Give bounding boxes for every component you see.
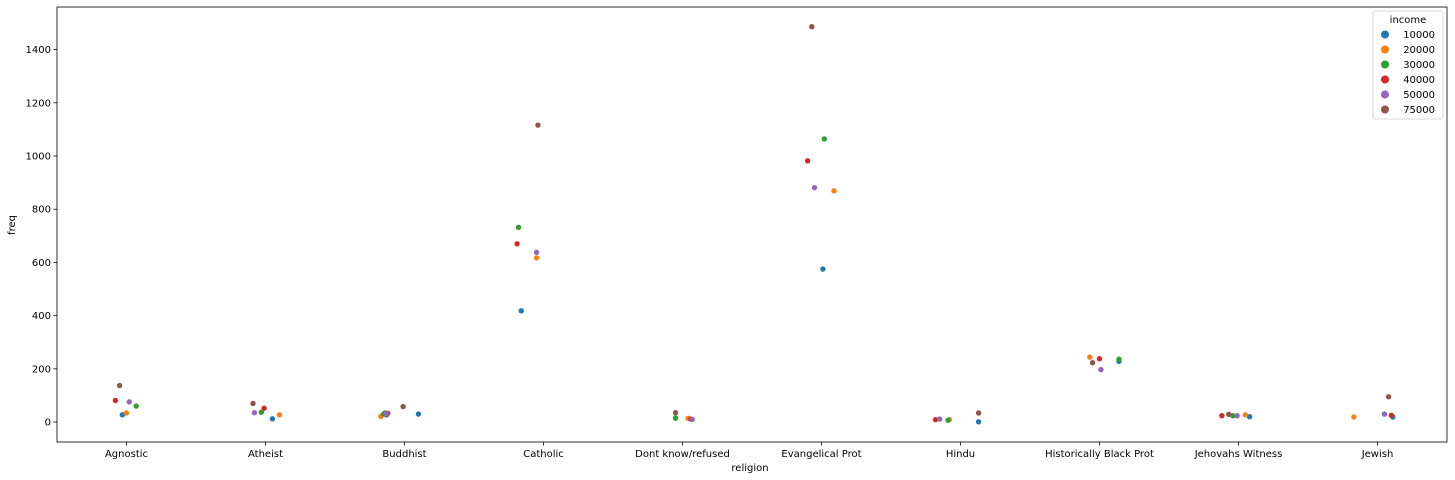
point-75000-catholic <box>535 122 541 128</box>
x-axis-title: religion <box>731 463 768 474</box>
y-axis-title: freq <box>7 215 18 235</box>
point-40000-historically-black-prot <box>1096 356 1103 362</box>
point-75000-atheist <box>250 400 256 407</box>
point-50000-catholic <box>533 249 540 256</box>
point-75000-historically-black-prot <box>1089 360 1096 366</box>
y-tick-label-200: 200 <box>32 364 51 375</box>
y-tick-label-800: 800 <box>32 205 51 216</box>
point-10000-agnostic <box>119 412 126 418</box>
point-40000-atheist <box>261 405 267 411</box>
legend-label-40000: 40000 <box>1403 75 1435 86</box>
x-tick-label-dont-know-refused: Dont know/refused <box>635 449 730 460</box>
x-tick-label-atheist: Atheist <box>248 449 283 460</box>
point-30000-catholic <box>515 224 522 230</box>
point-20000-evangelical-prot <box>831 188 837 194</box>
y-tick-label-600: 600 <box>32 258 51 269</box>
point-30000-agnostic <box>133 403 139 409</box>
x-tick-label-jewish: Jewish <box>1361 449 1394 460</box>
point-50000-atheist <box>251 410 258 416</box>
x-tick-label-hindu: Hindu <box>946 449 975 460</box>
legend: income 10000 20000 30000 40000 50000 75000 <box>1372 10 1444 120</box>
y-tick-label-1200: 1200 <box>26 98 51 109</box>
legend-marker-20000 <box>1381 45 1389 54</box>
series-30000 <box>133 136 1395 423</box>
x-tick-label-historically-black-prot: Historically Black Prot <box>1045 449 1154 460</box>
point-30000-evangelical-prot <box>821 136 827 142</box>
point-50000-historically-black-prot <box>1098 366 1104 373</box>
point-10000-jehovahs-witness <box>1246 414 1253 420</box>
x-axis: Agnostic Atheist Buddhist Catholic Dont know… <box>105 442 1393 460</box>
point-75000-jehovahs-witness <box>1226 411 1232 418</box>
x-tick-label-catholic: Catholic <box>523 449 564 460</box>
point-40000-jewish <box>1388 412 1395 419</box>
point-40000-catholic <box>514 241 520 247</box>
point-10000-evangelical-prot <box>820 266 826 272</box>
plot-area <box>56 6 1448 443</box>
point-75000-evangelical-prot <box>809 23 815 30</box>
legend-label-30000: 30000 <box>1403 60 1435 71</box>
legend-marker-50000 <box>1381 90 1389 99</box>
point-75000-jewish <box>1385 394 1392 400</box>
legend-marker-30000 <box>1381 60 1389 69</box>
point-20000-agnostic <box>123 410 130 416</box>
series-20000 <box>123 188 1357 423</box>
point-40000-evangelical-prot <box>804 158 811 164</box>
point-10000-hindu <box>975 419 982 425</box>
point-40000-agnostic <box>112 397 119 404</box>
legend-marker-10000 <box>1381 30 1389 39</box>
point-75000-agnostic <box>116 382 123 389</box>
point-50000-jewish <box>1381 411 1388 417</box>
series-75000 <box>116 23 1392 418</box>
point-10000-buddhist <box>415 411 422 417</box>
y-axis: 0 200 400 600 800 1000 1200 1400 <box>26 45 57 429</box>
point-20000-historically-black-prot <box>1087 354 1093 360</box>
legend-title: income <box>1390 15 1427 26</box>
point-50000-buddhist <box>383 410 390 417</box>
point-50000-jehovahs-witness <box>1234 412 1240 419</box>
point-20000-catholic <box>533 255 540 261</box>
legend-marker-75000 <box>1381 105 1389 114</box>
point-50000-dont-know-refused <box>689 416 695 423</box>
y-tick-label-0: 0 <box>45 418 51 429</box>
point-75000-buddhist <box>400 403 406 410</box>
x-tick-label-agnostic: Agnostic <box>105 449 148 460</box>
point-75000-hindu <box>975 410 982 416</box>
plot-frame <box>56 6 1448 443</box>
point-20000-atheist <box>276 412 283 418</box>
x-tick-label-jehovahs-witness: Jehovahs Witness <box>1194 449 1283 460</box>
point-50000-agnostic <box>126 399 132 405</box>
y-tick-label-1000: 1000 <box>26 151 51 162</box>
point-20000-jewish <box>1351 414 1357 420</box>
point-30000-hindu <box>945 417 951 423</box>
point-50000-evangelical-prot <box>811 184 818 191</box>
point-30000-jehovahs-witness <box>1230 412 1236 419</box>
legend-frame <box>1372 10 1444 120</box>
series-50000 <box>126 184 1388 423</box>
legend-marker-40000 <box>1381 75 1389 84</box>
point-10000-catholic <box>518 308 524 314</box>
legend-label-50000: 50000 <box>1403 90 1435 101</box>
point-30000-historically-black-prot <box>1116 356 1122 362</box>
point-40000-jehovahs-witness <box>1219 412 1225 419</box>
points-layer <box>112 23 1396 425</box>
x-tick-label-evangelical-prot: Evangelical Prot <box>781 449 861 460</box>
x-tick-label-buddhist: Buddhist <box>382 449 426 460</box>
point-20000-jehovahs-witness <box>1242 412 1249 418</box>
legend-label-20000: 20000 <box>1403 45 1435 56</box>
point-30000-dont-know-refused <box>672 415 679 421</box>
series-40000 <box>112 158 1395 423</box>
y-tick-label-400: 400 <box>32 311 51 322</box>
point-30000-atheist <box>258 409 265 415</box>
legend-label-75000: 75000 <box>1403 105 1435 116</box>
point-10000-atheist <box>269 416 276 422</box>
point-75000-dont-know-refused <box>672 410 679 416</box>
y-tick-label-1400: 1400 <box>26 45 51 56</box>
point-40000-hindu <box>932 416 939 423</box>
point-50000-hindu <box>936 416 943 422</box>
legend-label-10000: 10000 <box>1403 30 1435 41</box>
